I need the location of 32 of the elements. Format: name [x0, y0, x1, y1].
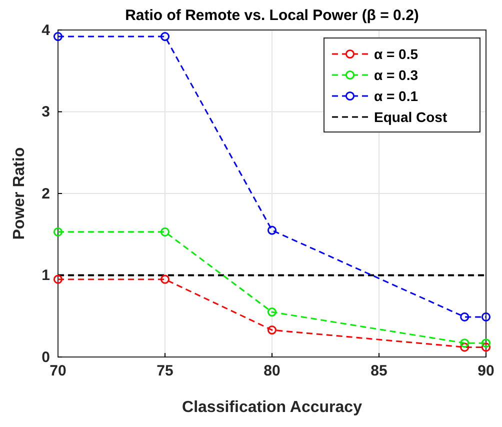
y-tick-label: 2 — [42, 185, 50, 202]
x-tick-label: 90 — [478, 362, 494, 380]
point — [460, 342, 470, 352]
point — [53, 227, 63, 236]
x-tick-label: 75 — [156, 362, 174, 380]
point — [267, 308, 277, 317]
x-tick-label: 85 — [370, 362, 388, 380]
legend-label: α = 0.1 — [374, 88, 418, 104]
y-axis-title: Power Ratio — [11, 147, 28, 240]
point — [267, 226, 277, 235]
point — [460, 338, 470, 348]
point — [481, 342, 491, 352]
x-axis-title: Classification Accuracy — [182, 399, 362, 416]
y-tick-label: 1 — [42, 267, 50, 284]
point — [160, 32, 170, 42]
point — [160, 274, 170, 284]
point — [481, 338, 491, 348]
point — [53, 274, 63, 284]
point — [53, 32, 63, 42]
point — [460, 312, 470, 322]
point — [160, 227, 170, 236]
point — [481, 312, 491, 322]
legend-label: Equal Cost — [374, 109, 448, 125]
x-tick-label: 70 — [50, 362, 66, 380]
y-tick-label: 3 — [42, 104, 50, 121]
point — [267, 325, 277, 335]
chart-title: Ratio of Remote vs. Local Power (β = 0.2) — [125, 7, 419, 24]
legend-label: α = 0.3 — [374, 67, 418, 83]
y-tick-label: 0 — [42, 348, 50, 366]
y-tick-label: 4 — [42, 22, 51, 39]
legend-label: α = 0.5 — [374, 46, 418, 62]
x-tick-label: 80 — [264, 362, 280, 380]
